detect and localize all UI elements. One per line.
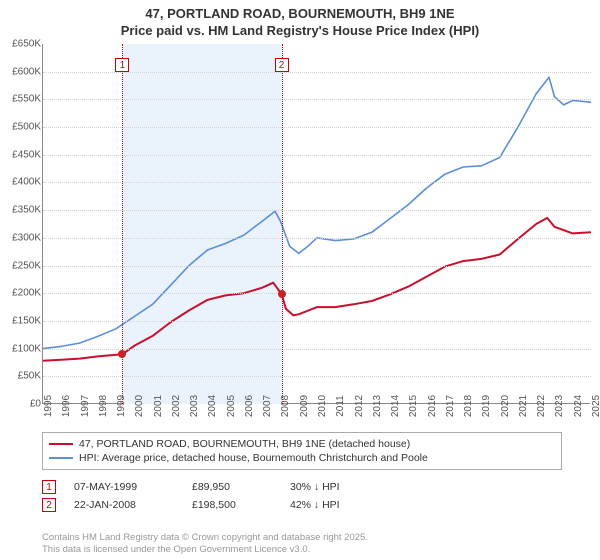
legend-box: 47, PORTLAND ROAD, BOURNEMOUTH, BH9 1NE … (42, 432, 562, 470)
y-axis-label: £50K (1, 371, 41, 382)
transaction-dot (118, 350, 126, 358)
transaction-price: £89,950 (192, 481, 272, 493)
chart-container: 47, PORTLAND ROAD, BOURNEMOUTH, BH9 1NE … (0, 0, 600, 560)
y-axis-label: £650K (1, 39, 41, 50)
transaction-date: 22-JAN-2008 (74, 499, 174, 511)
x-axis-label: 2011 (335, 395, 346, 417)
legend-label: HPI: Average price, detached house, Bour… (79, 452, 428, 464)
x-axis-label: 2002 (171, 395, 182, 417)
transaction-diff: 42% ↓ HPI (290, 499, 410, 511)
x-axis-label: 2010 (317, 395, 328, 417)
x-axis-label: 2005 (226, 395, 237, 417)
x-axis-label: 1995 (43, 395, 54, 417)
x-axis-label: 2025 (591, 395, 600, 417)
x-axis-label: 2018 (463, 395, 474, 417)
y-gridline (43, 238, 591, 239)
y-gridline (43, 182, 591, 183)
y-gridline (43, 293, 591, 294)
y-gridline (43, 99, 591, 100)
x-axis-label: 2015 (408, 395, 419, 417)
title-block: 47, PORTLAND ROAD, BOURNEMOUTH, BH9 1NE … (0, 0, 600, 40)
x-axis-label: 2006 (244, 395, 255, 417)
x-axis-label: 2014 (390, 395, 401, 417)
y-gridline (43, 321, 591, 322)
event-marker-box: 2 (275, 58, 289, 72)
transaction-diff: 30% ↓ HPI (290, 481, 410, 493)
x-axis-label: 2004 (207, 395, 218, 417)
y-axis-label: £150K (1, 315, 41, 326)
y-axis-label: £0 (1, 399, 41, 410)
title-line-1: 47, PORTLAND ROAD, BOURNEMOUTH, BH9 1NE (0, 6, 600, 23)
event-vertical-line (282, 44, 283, 404)
y-gridline (43, 376, 591, 377)
x-axis-label: 1997 (80, 395, 91, 417)
x-axis-label: 2009 (299, 395, 310, 417)
x-axis-label: 2001 (153, 395, 164, 417)
y-gridline (43, 349, 591, 350)
y-axis-label: £300K (1, 232, 41, 243)
y-axis-label: £550K (1, 94, 41, 105)
transaction-marker: 2 (42, 498, 56, 512)
y-gridline (43, 127, 591, 128)
x-axis-label: 2019 (481, 395, 492, 417)
legend-label: 47, PORTLAND ROAD, BOURNEMOUTH, BH9 1NE … (79, 438, 410, 450)
y-axis-label: £200K (1, 288, 41, 299)
footer-line-2: This data is licensed under the Open Gov… (42, 544, 562, 556)
legend-item-hpi: HPI: Average price, detached house, Bour… (49, 451, 555, 465)
y-gridline (43, 155, 591, 156)
y-axis-label: £350K (1, 205, 41, 216)
legend-swatch (49, 457, 73, 459)
x-axis-label: 1996 (61, 395, 72, 417)
title-line-2: Price paid vs. HM Land Registry's House … (0, 23, 600, 40)
legend-item-price-paid: 47, PORTLAND ROAD, BOURNEMOUTH, BH9 1NE … (49, 437, 555, 451)
transaction-row: 2 22-JAN-2008 £198,500 42% ↓ HPI (42, 496, 562, 514)
legend-swatch (49, 443, 73, 445)
transaction-date: 07-MAY-1999 (74, 481, 174, 493)
transaction-marker: 1 (42, 480, 56, 494)
chart-area: £0£50K£100K£150K£200K£250K£300K£350K£400… (42, 44, 590, 424)
y-gridline (43, 266, 591, 267)
line-layer (43, 44, 591, 404)
x-axis-label: 2021 (518, 395, 529, 417)
x-axis-label: 2023 (554, 395, 565, 417)
footer-attribution: Contains HM Land Registry data © Crown c… (42, 532, 562, 556)
x-axis-label: 2000 (134, 395, 145, 417)
x-axis-label: 2016 (427, 395, 438, 417)
y-axis-label: £500K (1, 122, 41, 133)
y-gridline (43, 210, 591, 211)
footer-line-1: Contains HM Land Registry data © Crown c… (42, 532, 562, 544)
x-axis-label: 2012 (354, 395, 365, 417)
x-axis-label: 1998 (98, 395, 109, 417)
x-axis-label: 2007 (262, 395, 273, 417)
y-axis-label: £450K (1, 149, 41, 160)
x-axis-label: 2024 (573, 395, 584, 417)
transaction-dot (278, 290, 286, 298)
x-axis-label: 2013 (372, 395, 383, 417)
y-axis-label: £400K (1, 177, 41, 188)
x-axis-label: 2003 (189, 395, 200, 417)
y-axis-label: £100K (1, 343, 41, 354)
series-price_paid (43, 218, 591, 361)
transaction-price: £198,500 (192, 499, 272, 511)
transaction-row: 1 07-MAY-1999 £89,950 30% ↓ HPI (42, 478, 562, 496)
plot-region: £0£50K£100K£150K£200K£250K£300K£350K£400… (42, 44, 590, 404)
x-axis-label: 2020 (500, 395, 511, 417)
transactions-table: 1 07-MAY-1999 £89,950 30% ↓ HPI 2 22-JAN… (42, 478, 562, 514)
y-axis-label: £250K (1, 260, 41, 271)
event-marker-box: 1 (115, 58, 129, 72)
x-axis-label: 2017 (445, 395, 456, 417)
y-axis-label: £600K (1, 66, 41, 77)
x-axis-label: 2022 (536, 395, 547, 417)
